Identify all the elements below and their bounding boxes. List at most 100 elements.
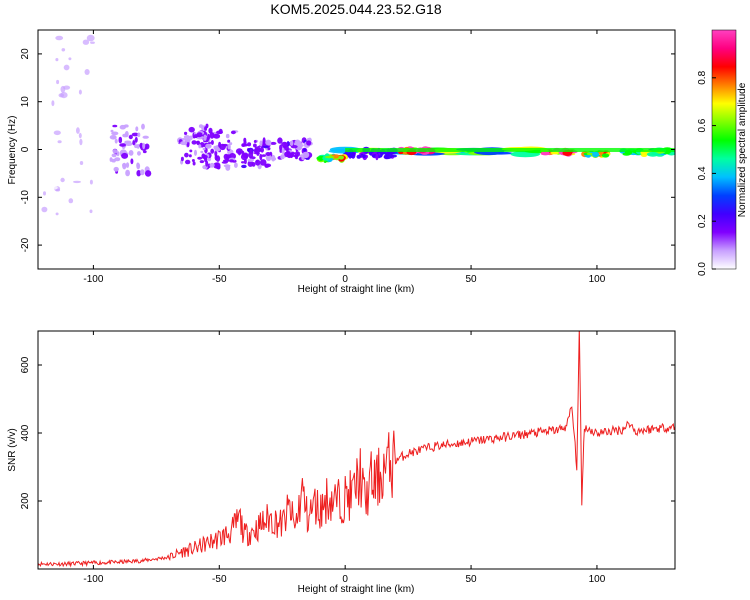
heatmap-cell bbox=[255, 159, 261, 166]
colorbar: 0.0 0.2 0.4 0.6 0.8 Normalized spectral ampl… bbox=[697, 29, 748, 276]
heatmap-cell bbox=[122, 163, 127, 167]
heatmap-cell bbox=[375, 153, 379, 161]
heatmap-cell bbox=[112, 149, 118, 154]
colorbar-gradient bbox=[711, 29, 737, 270]
heatmap-cell bbox=[214, 154, 218, 161]
heatmap-cell bbox=[297, 151, 300, 157]
heatmap-cell bbox=[646, 151, 659, 157]
heatmap-cell bbox=[73, 187, 79, 190]
heatmap-cell bbox=[241, 164, 247, 169]
heatmap-cell bbox=[142, 135, 149, 139]
heatmap-cell bbox=[68, 82, 74, 87]
heatmap-cell bbox=[56, 65, 64, 70]
heatmap-cell bbox=[197, 156, 203, 160]
heatmap-cell bbox=[79, 138, 83, 146]
heatmap-cell bbox=[225, 133, 230, 139]
heatmap-cell bbox=[287, 151, 291, 154]
x-tick-label: 0 bbox=[342, 574, 348, 585]
heatmap-cell bbox=[116, 151, 120, 157]
heatmap-cell bbox=[73, 180, 81, 184]
heatmap-cell bbox=[301, 156, 305, 161]
snr-ticks: -100 -50 0 50 100 200 400 600 bbox=[20, 331, 675, 585]
y-tick-label: -10 bbox=[20, 190, 31, 205]
heatmap-cell bbox=[184, 152, 189, 158]
snr-panel: -100 -50 0 50 100 200 400 600 Height of straigh… bbox=[7, 330, 676, 595]
heatmap-cell bbox=[253, 140, 257, 143]
heatmap-cell bbox=[63, 85, 71, 90]
heatmap-cell bbox=[229, 159, 235, 163]
heatmap-cell bbox=[191, 159, 195, 162]
heatmap-cell bbox=[113, 166, 119, 172]
heatmap-cell bbox=[180, 141, 188, 146]
heatmap-cell bbox=[55, 35, 64, 41]
x-tick-label: 100 bbox=[589, 274, 606, 285]
heatmap-cell bbox=[230, 130, 236, 135]
heatmap-cell bbox=[142, 150, 147, 154]
heatmap-cell bbox=[119, 124, 127, 130]
heatmap-cell bbox=[112, 124, 118, 128]
heatmap-cell bbox=[188, 126, 195, 133]
heatmap-cell bbox=[89, 209, 93, 214]
heatmap-cell bbox=[136, 144, 140, 149]
heatmap-cell bbox=[78, 132, 82, 139]
heatmap-cell bbox=[51, 100, 55, 107]
heatmap-cell bbox=[280, 154, 285, 160]
colorbar-tick-label: 0.0 bbox=[697, 262, 708, 276]
heatmap-cell bbox=[267, 147, 271, 151]
heatmap-cell bbox=[135, 126, 139, 132]
heatmap-cell bbox=[137, 132, 141, 138]
heatmap-cell bbox=[194, 149, 197, 156]
heatmap-cell bbox=[348, 152, 352, 159]
heatmap-cell bbox=[251, 162, 256, 167]
snr-ylabel: SNR (v/v) bbox=[7, 428, 18, 471]
heatmap-cell bbox=[189, 149, 193, 153]
heatmap-cell bbox=[200, 150, 204, 154]
heatmap-cell bbox=[219, 143, 226, 151]
heatmap-cell bbox=[247, 142, 252, 147]
heatmap-cell bbox=[46, 116, 51, 123]
heatmap-cell bbox=[183, 135, 190, 139]
heatmap-cell bbox=[56, 61, 64, 65]
heatmap-cell bbox=[111, 131, 119, 136]
heatmap-ylabel: Frequency (Hz) bbox=[7, 116, 18, 185]
heatmap-cell bbox=[114, 157, 121, 162]
heatmap-cell bbox=[253, 143, 257, 148]
heatmap-cell bbox=[234, 162, 238, 168]
heatmap-cell bbox=[235, 148, 243, 155]
y-tick-label: 0 bbox=[20, 146, 31, 152]
heatmap-cell bbox=[297, 143, 304, 148]
snr-xlabel: Height of straight line (km) bbox=[298, 584, 415, 595]
heatmap-cell bbox=[586, 152, 594, 156]
heatmap-cell bbox=[241, 143, 249, 147]
heatmap-cell bbox=[203, 134, 207, 141]
heatmap-cell bbox=[60, 92, 68, 99]
heatmap-cell bbox=[259, 153, 263, 161]
heatmap-cell bbox=[43, 194, 48, 201]
heatmap-cell bbox=[302, 151, 310, 159]
heatmap-cell bbox=[86, 58, 90, 63]
x-tick-label: -50 bbox=[212, 274, 227, 285]
heatmap-cell bbox=[592, 151, 600, 158]
heatmap-cell bbox=[125, 162, 130, 168]
heatmap-cell bbox=[299, 154, 303, 158]
heatmap-cell bbox=[188, 154, 192, 158]
heatmap-cell bbox=[249, 149, 253, 153]
heatmap-cell bbox=[210, 140, 214, 145]
heatmap-cell bbox=[247, 158, 254, 162]
heatmap-cell bbox=[289, 140, 294, 146]
heatmap-cell bbox=[53, 130, 61, 136]
colorbar-tick-label: 0.2 bbox=[697, 214, 708, 228]
chart-title: KOM5.2025.044.23.52.G18 bbox=[270, 1, 441, 17]
heatmap-cell bbox=[196, 140, 199, 144]
heatmap-cell bbox=[209, 162, 215, 168]
heatmap-cell bbox=[210, 148, 215, 154]
heatmap-cell bbox=[265, 154, 272, 162]
heatmap-cell bbox=[125, 169, 130, 177]
heatmap-cell bbox=[303, 148, 307, 152]
heatmap-cell bbox=[68, 57, 72, 61]
heatmap-cell bbox=[223, 153, 229, 160]
heatmap-cell bbox=[271, 154, 276, 162]
heatmap-cell bbox=[130, 158, 134, 165]
heatmap-cell bbox=[324, 155, 335, 159]
